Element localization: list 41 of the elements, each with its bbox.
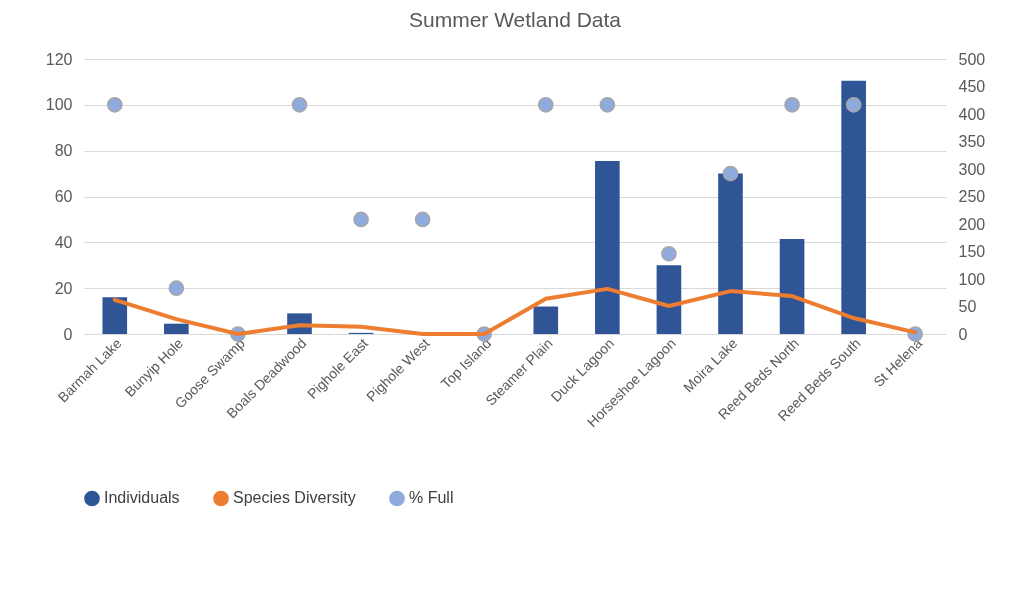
point	[845, 97, 862, 113]
y2-tick-label: 100	[958, 270, 986, 288]
point	[291, 97, 308, 113]
y-tick-label: 20	[54, 279, 73, 297]
y-tick-label: 0	[63, 325, 73, 343]
y2-tick-label: 450	[958, 78, 986, 95]
chart-title: Summer Wetland Data	[408, 8, 622, 31]
y2-tick-label: 400	[958, 105, 986, 123]
bar	[718, 173, 743, 334]
y2-tick-label: 50	[958, 298, 977, 315]
point	[784, 97, 800, 113]
point	[537, 97, 554, 113]
bar	[533, 306, 559, 334]
legend-label: Individuals	[104, 489, 180, 507]
y-tick-label: 120	[45, 50, 73, 68]
y-tick-label: 80	[54, 142, 73, 160]
point	[722, 165, 739, 182]
point	[599, 97, 616, 113]
legend-label: % Full	[409, 489, 454, 507]
y2-tick-label: 0	[958, 325, 968, 343]
bar	[164, 323, 189, 334]
point	[414, 211, 431, 228]
y-tick-label: 40	[54, 233, 73, 251]
y2-tick-label: 350	[958, 133, 986, 150]
bar	[656, 265, 682, 334]
bar	[841, 80, 866, 334]
y2-tick-label: 300	[958, 160, 986, 178]
point	[106, 97, 123, 113]
point	[168, 280, 185, 296]
bar	[779, 238, 805, 334]
bar	[595, 160, 620, 334]
point	[353, 211, 369, 228]
y2-tick-label: 200	[958, 215, 986, 233]
legend-label: Species Diversity	[233, 489, 356, 507]
y2-tick-label: 500	[958, 50, 986, 68]
y2-tick-label: 150	[958, 243, 986, 260]
bar	[102, 297, 128, 334]
y2-tick-label: 250	[958, 188, 986, 205]
y-tick-label: 100	[45, 96, 73, 114]
point	[661, 245, 677, 262]
y-tick-label: 60	[54, 188, 73, 205]
